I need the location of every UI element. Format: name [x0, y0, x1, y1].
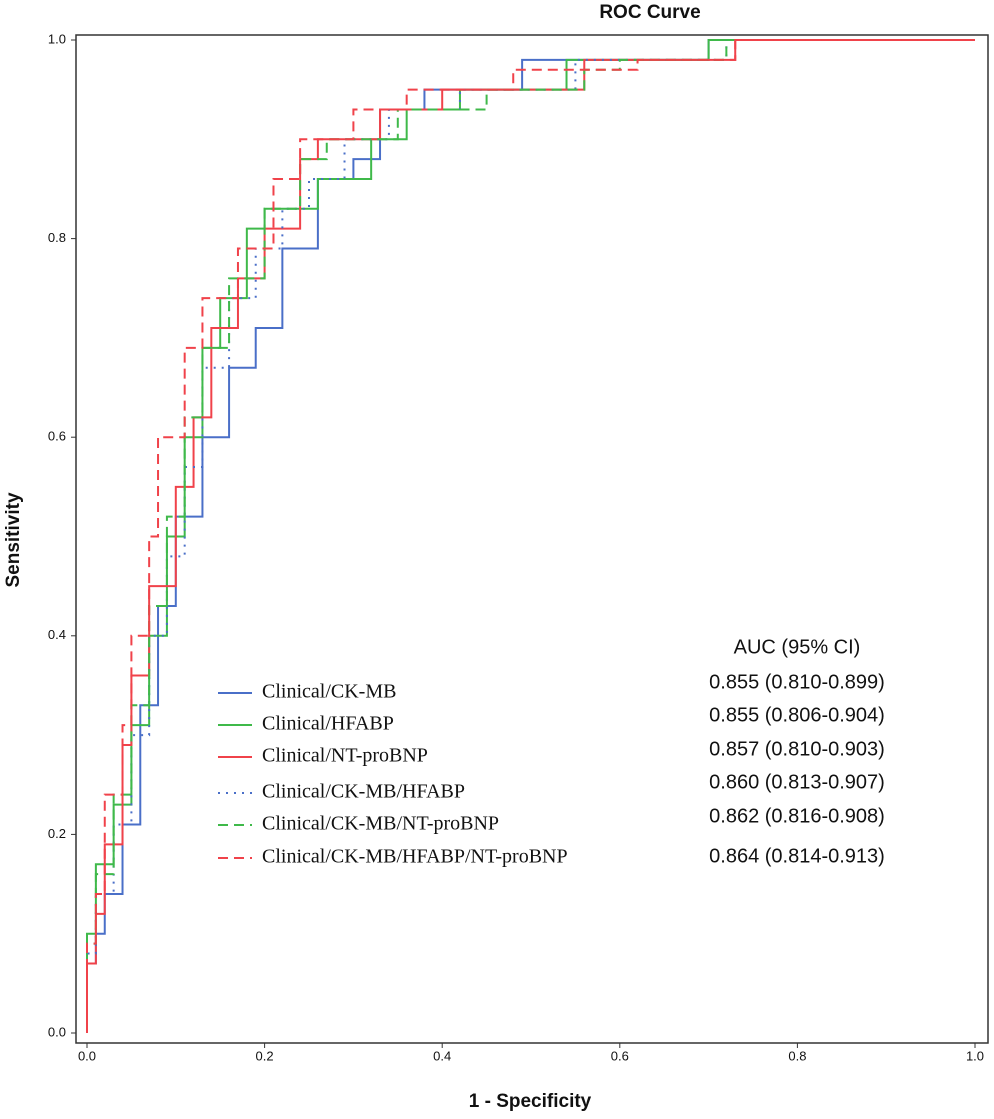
auc-label: 0.864 (0.814-0.913) — [709, 845, 885, 867]
y-tick-label: 1.0 — [48, 31, 66, 46]
x-tick-label: 0.6 — [611, 1048, 629, 1063]
legend-label: Clinical/CK-MB/HFABP — [262, 781, 465, 803]
plot-frame — [75, 34, 989, 1044]
x-tick-label: 0.2 — [256, 1048, 274, 1063]
x-tick-label: 0.4 — [433, 1048, 451, 1063]
roc-line — [86, 39, 975, 1033]
x-tick-label: 0.0 — [78, 1048, 96, 1063]
legend-label: Clinical/HFABP — [262, 713, 394, 735]
y-tick-label: 0.6 — [48, 429, 66, 444]
roc-line — [86, 39, 975, 1033]
y-tick-label: 0.8 — [48, 230, 66, 245]
auc-header: AUC (95% CI) — [734, 636, 861, 658]
legend-label: Clinical/CK-MB — [262, 681, 396, 703]
auc-label: 0.857 (0.810-0.903) — [709, 738, 885, 760]
auc-label: 0.855 (0.806-0.904) — [709, 704, 885, 726]
roc-line — [86, 39, 975, 1033]
y-tick-label: 0.4 — [48, 627, 66, 642]
legend-label: Clinical/CK-MB/HFABP/NT-proBNP — [262, 846, 568, 868]
roc-line — [86, 39, 975, 1033]
x-tick-label: 0.8 — [788, 1048, 806, 1063]
auc-label: 0.860 (0.813-0.907) — [709, 771, 885, 793]
y-tick-label: 0.2 — [48, 826, 66, 841]
y-axis-label: Sensitivity — [3, 492, 24, 587]
y-tick-label: 0.0 — [48, 1024, 66, 1039]
x-axis-label: 1 - Specificity — [469, 1091, 592, 1112]
roc-line — [86, 39, 975, 1033]
legend-label: Clinical/CK-MB/NT-proBNP — [262, 813, 499, 835]
roc-line — [86, 39, 975, 1033]
x-tick-label: 1.0 — [966, 1048, 984, 1063]
auc-label: 0.855 (0.810-0.899) — [709, 671, 885, 693]
chart-title: ROC Curve — [599, 2, 700, 23]
legend-label: Clinical/NT-proBNP — [262, 745, 428, 767]
auc-label: 0.862 (0.816-0.908) — [709, 805, 885, 827]
